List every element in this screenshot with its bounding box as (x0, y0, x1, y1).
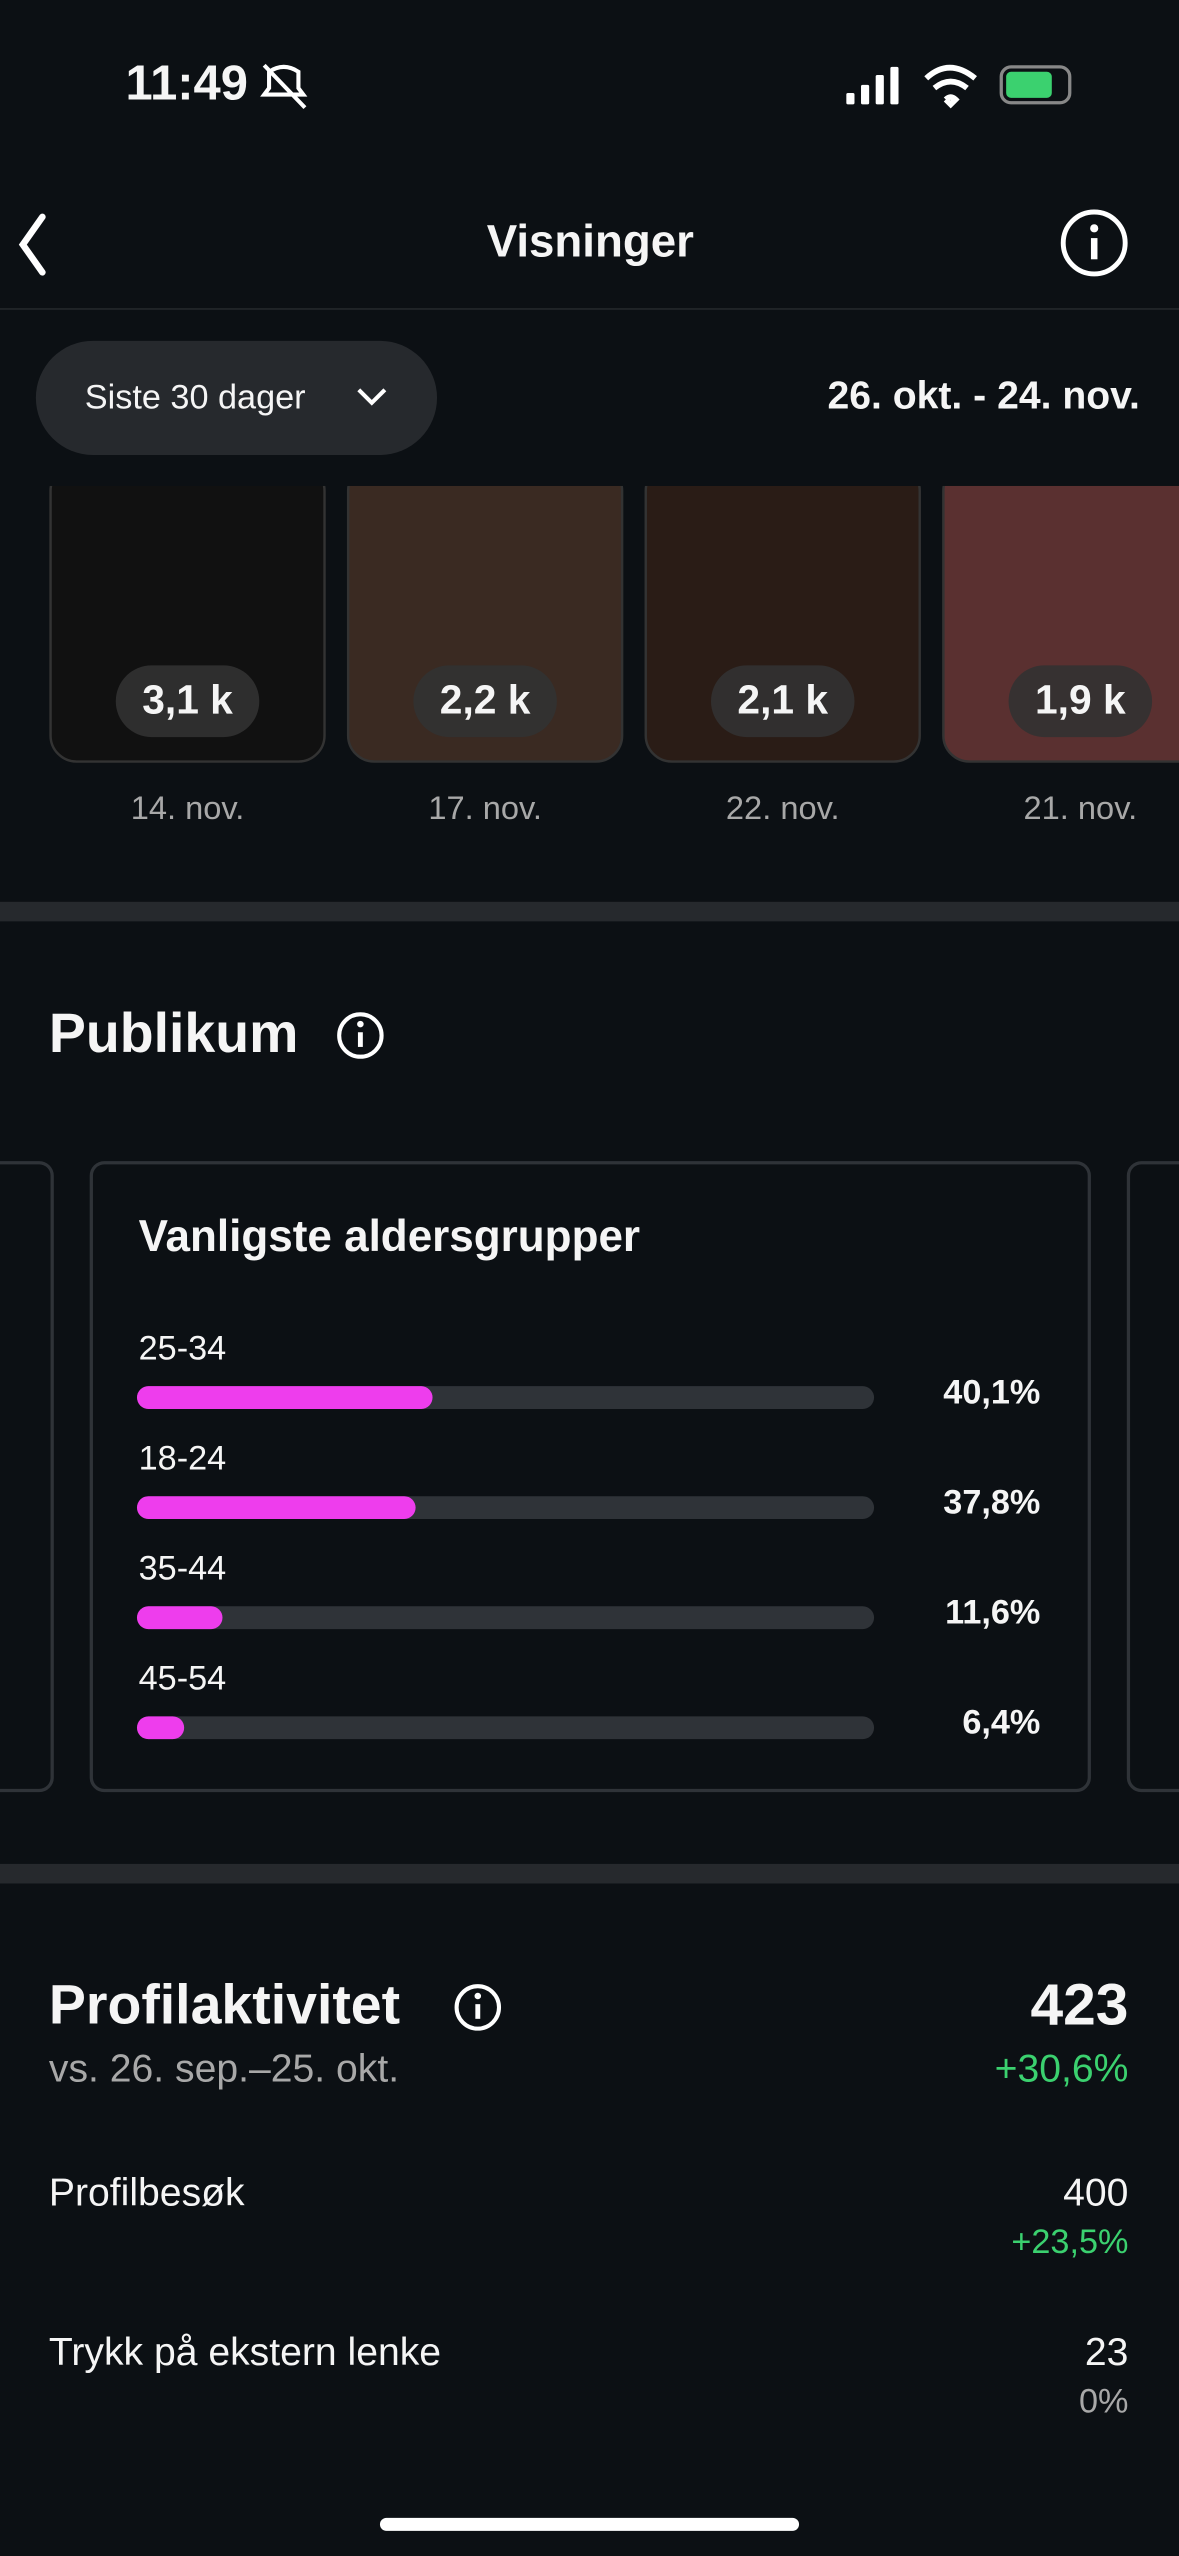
post-date: 22. nov. (726, 789, 840, 826)
post-date: 17. nov. (428, 789, 542, 826)
side-card[interactable] (0, 1161, 54, 1793)
metric-value: 23 (1085, 2331, 1129, 2374)
dropdown-icon (357, 388, 387, 406)
age-label: 35-44 (139, 1549, 227, 1587)
post-views: 3,1 k (142, 677, 233, 723)
section-separator (0, 1863, 1179, 1884)
metric-change: 0% (1079, 2383, 1128, 2421)
metric-value: 400 (1063, 2171, 1128, 2214)
age-label: 45-54 (139, 1660, 227, 1698)
card-title: Vanligste aldersgrupper (139, 1212, 640, 1261)
section-title: Profilaktivitet (49, 1974, 400, 2036)
age-bar (136, 1386, 433, 1409)
back-button[interactable] (18, 213, 46, 276)
status-time: 11:49 (126, 56, 248, 110)
age-percent: 6,4% (962, 1704, 1040, 1742)
age-bar (136, 1716, 185, 1740)
battery-level (1006, 71, 1052, 98)
views-pill (115, 665, 260, 738)
info-button[interactable] (1060, 209, 1128, 277)
age-percent: 11,6% (945, 1593, 1040, 1631)
signal-icon (846, 66, 899, 105)
period-filter[interactable] (35, 340, 438, 455)
views-pill (710, 665, 855, 738)
bar-track (136, 1716, 875, 1740)
age-label: 18-24 (139, 1439, 227, 1477)
total: 423 (1031, 1973, 1129, 2038)
wifi-icon (924, 64, 977, 109)
battery-icon (999, 65, 1072, 105)
post-date: 21. nov. (1024, 789, 1138, 826)
age-percent: 40,1% (943, 1373, 1040, 1411)
age-bar (136, 1496, 416, 1520)
date-range: 26. okt. - 24. nov. (827, 374, 1139, 417)
post-views: 2,2 k (440, 677, 531, 723)
age-label: 25-34 (139, 1329, 227, 1367)
post-views: 1,9 k (1035, 677, 1126, 723)
page-title: Visninger (487, 216, 694, 267)
metric-change: +23,5% (1011, 2223, 1128, 2261)
total-change: +30,6% (995, 2047, 1129, 2090)
info-icon[interactable] (454, 1984, 502, 2031)
info-icon[interactable] (337, 1012, 384, 1059)
comparison: vs. 26. sep.–25. okt. (49, 2047, 399, 2090)
divider (0, 308, 1179, 310)
section-title: Publikum (49, 1002, 299, 1064)
side-card[interactable] (1126, 1161, 1179, 1793)
section-separator (0, 901, 1179, 922)
age-card[interactable] (89, 1161, 1091, 1793)
age-bar (136, 1606, 223, 1630)
metric-label: Trykk på ekstern lenke (49, 2331, 441, 2374)
bar-track (136, 1606, 875, 1630)
views-pill (413, 665, 557, 738)
post-date: 14. nov. (131, 789, 245, 826)
mute-icon (260, 63, 308, 110)
home-indicator (379, 2517, 800, 2531)
views-pill (1008, 665, 1153, 738)
post-views: 2,1 k (737, 677, 828, 723)
metric-label: Profilbesøk (49, 2171, 245, 2214)
age-percent: 37,8% (943, 1483, 1040, 1521)
period-label: Siste 30 dager (85, 379, 306, 417)
